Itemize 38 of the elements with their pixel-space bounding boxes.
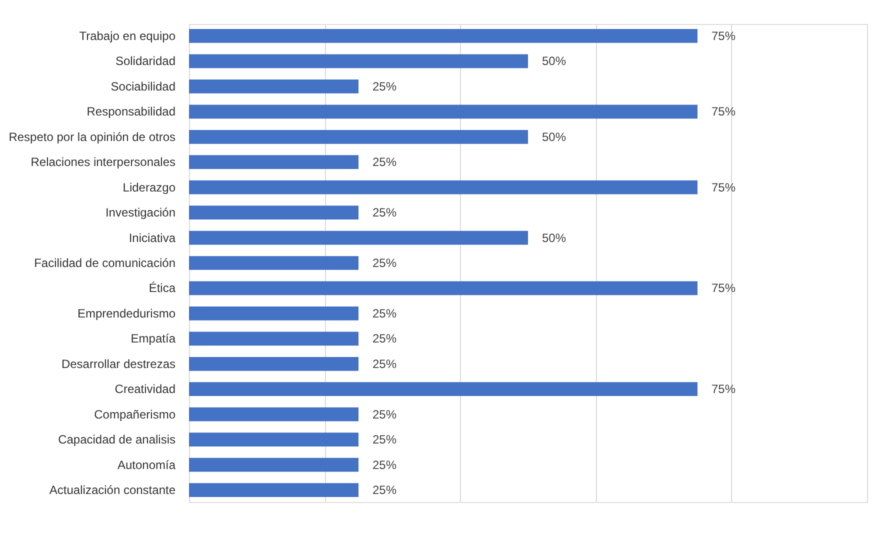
- data-label: 25%: [372, 483, 397, 498]
- data-label: 50%: [542, 130, 566, 144]
- y-tick-label: Respeto por la opinión de otros: [8, 130, 176, 144]
- data-label: 25%: [372, 306, 397, 320]
- data-label: 75%: [712, 28, 736, 43]
- data-label: 25%: [372, 407, 397, 422]
- y-tick-label: Liderazgo: [122, 180, 176, 194]
- data-label: 25%: [372, 356, 397, 371]
- y-tick-label: Solidaridad: [115, 54, 176, 68]
- data-label: 75%: [712, 104, 736, 119]
- data-label: 25%: [372, 458, 397, 472]
- y-tick-label: Iniciativa: [128, 230, 176, 245]
- y-tick-label: Responsabilidad: [86, 104, 176, 119]
- data-label: 50%: [542, 230, 566, 245]
- data-label: 75%: [712, 382, 736, 396]
- data-label: 25%: [372, 155, 397, 170]
- data-label: 25%: [372, 332, 397, 346]
- y-tick-label: Ética: [148, 281, 176, 296]
- y-tick-label: Relaciones interpersonales: [30, 155, 176, 170]
- data-label: 75%: [712, 281, 736, 296]
- y-tick-label: Sociabilidad: [110, 79, 176, 94]
- data-label: 25%: [372, 256, 397, 270]
- data-label: 25%: [372, 432, 397, 447]
- data-label: 25%: [372, 79, 397, 94]
- y-tick-label: Capacidad de analisis: [58, 432, 176, 447]
- y-tick-label: Emprendedurismo: [77, 306, 176, 320]
- y-tick-label: Creatividad: [114, 382, 176, 396]
- y-tick-label: Empatía: [130, 332, 176, 346]
- y-tick-label: Autonomía: [117, 458, 176, 472]
- data-label: 50%: [542, 54, 566, 68]
- y-tick-label: Compañerismo: [94, 407, 176, 422]
- data-label: 25%: [372, 206, 397, 220]
- y-tick-label: Actualización constante: [49, 483, 176, 498]
- y-tick-label: Trabajo en equipo: [79, 28, 176, 43]
- y-tick-label: Investigación: [105, 206, 176, 220]
- data-label: 75%: [712, 180, 736, 194]
- y-tick-label: Desarrollar destrezas: [61, 356, 176, 371]
- y-tick-label: Facilidad de comunicación: [34, 256, 176, 270]
